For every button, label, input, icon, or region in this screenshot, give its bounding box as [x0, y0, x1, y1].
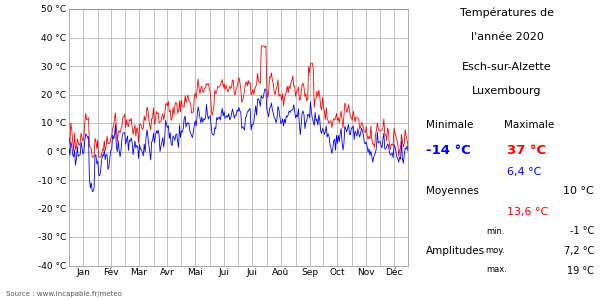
- Text: -14 °C: -14 °C: [426, 144, 471, 157]
- Text: moy.: moy.: [485, 246, 505, 255]
- Text: Maximale: Maximale: [504, 120, 554, 130]
- Text: 13,6 °C: 13,6 °C: [507, 207, 548, 217]
- Text: Source : www.incapable.fr/meteo: Source : www.incapable.fr/meteo: [6, 291, 122, 297]
- Text: Esch-sur-Alzette: Esch-sur-Alzette: [462, 61, 552, 71]
- Text: 6,4 °C: 6,4 °C: [507, 167, 541, 176]
- Text: 19 °C: 19 °C: [567, 266, 594, 275]
- Text: 7,2 °C: 7,2 °C: [564, 246, 594, 256]
- Text: 10 °C: 10 °C: [563, 186, 594, 196]
- Text: -1 °C: -1 °C: [570, 226, 594, 236]
- Text: Moyennes: Moyennes: [426, 186, 479, 196]
- Text: Températures de: Températures de: [460, 8, 554, 18]
- Text: min.: min.: [486, 226, 505, 236]
- Text: max.: max.: [486, 266, 507, 274]
- Text: Amplitudes: Amplitudes: [426, 246, 485, 256]
- Text: Luxembourg: Luxembourg: [472, 85, 542, 95]
- Text: 37 °C: 37 °C: [507, 144, 546, 157]
- Text: l'année 2020: l'année 2020: [470, 32, 544, 41]
- Text: Minimale: Minimale: [426, 120, 473, 130]
